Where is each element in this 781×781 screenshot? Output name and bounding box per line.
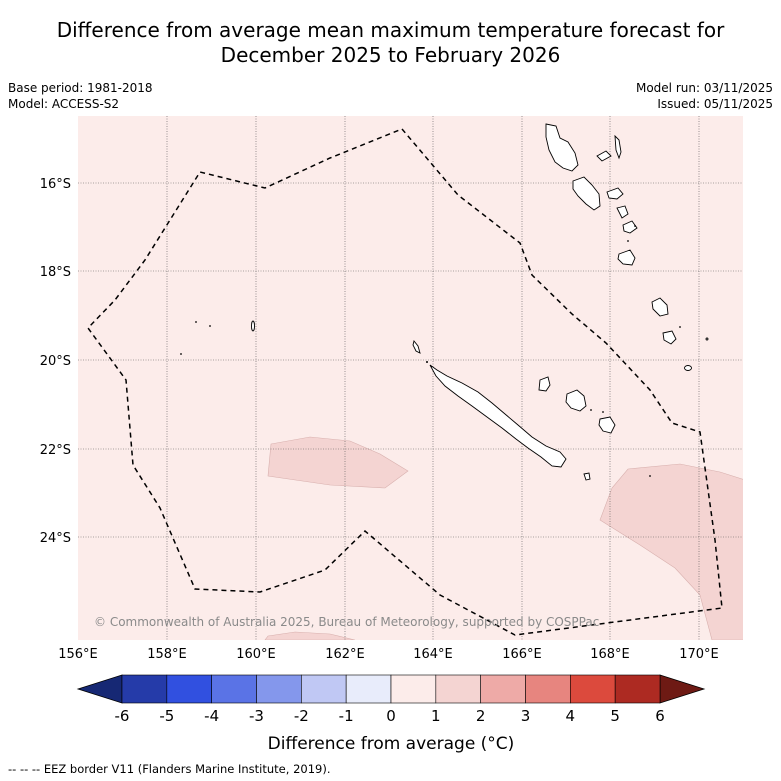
issued-date: Issued: 05/11/2025	[657, 97, 773, 111]
colorbar-bin	[435, 674, 481, 704]
colorbar-tick-label: -6	[115, 707, 130, 725]
colorbar-tick-label: 6	[655, 707, 665, 725]
gridlines	[78, 116, 743, 640]
title-line-2: December 2025 to February 2026	[220, 43, 561, 67]
model-run: Model run: 03/11/2025	[635, 81, 773, 95]
lat-label: 22°S	[40, 443, 71, 458]
colorbar: -6 -5 -4 -3 -2 -1 0 1 2 3 4 5 6	[76, 674, 706, 725]
latitude-labels: 16°S 18°S 20°S 22°S 24°S	[40, 177, 71, 546]
colorbar-tick-label: 5	[610, 707, 620, 725]
colorbar-tick-label: -2	[294, 707, 309, 725]
eez-border	[87, 128, 723, 636]
ouvea-coast	[538, 376, 551, 392]
colorbar-bin	[614, 674, 661, 704]
copyright-watermark: © Commonwealth of Australia 2025, Bureau…	[94, 615, 599, 629]
meta-right: Model run: 03/11/2025 Issued: 05/11/2025	[636, 80, 773, 112]
malakula-coast	[572, 176, 601, 211]
colorbar-tick-label: -5	[159, 707, 174, 725]
colorbar-bin	[525, 674, 571, 704]
colorbar-tick-label: 1	[431, 707, 441, 725]
tanna-coast	[651, 297, 669, 317]
colorbar-title: Difference from average (°C)	[268, 734, 515, 754]
ambae-coast	[596, 150, 612, 162]
map-background	[78, 116, 743, 640]
colorbar-bin	[166, 674, 212, 704]
lifou-coast	[565, 389, 587, 412]
chesterfield-coast	[251, 320, 255, 332]
epi-shepherds-coast	[616, 205, 629, 219]
colorbar-tick-label: 2	[476, 707, 486, 725]
lon-label: 168°E	[590, 647, 630, 662]
model-name: Model: ACCESS-S2	[8, 97, 120, 111]
lon-label: 166°E	[502, 647, 542, 662]
small-islets	[180, 225, 681, 477]
coastlines	[251, 123, 709, 481]
lat-label: 16°S	[40, 177, 71, 192]
lat-label: 24°S	[40, 531, 71, 546]
lat-label: 18°S	[40, 265, 71, 280]
map-title: Difference from average mean maximum tem…	[0, 18, 781, 68]
isle-of-pines-coast	[583, 472, 591, 481]
ambrym-coast	[606, 187, 624, 200]
eez-legend: -- -- -- EEZ border V11 (Flanders Marine…	[8, 762, 331, 776]
colorbar-bin	[211, 674, 257, 704]
colorbar-bin	[121, 674, 168, 704]
new-caledonia-coast	[429, 364, 567, 468]
colorbar-bin	[390, 674, 437, 704]
meta-left: Base period: 1981-2018 Model: ACCESS-S2	[8, 80, 153, 112]
colorbar-under-arrow	[76, 674, 123, 704]
lon-label: 156°E	[58, 647, 98, 662]
aneityum-coast	[662, 330, 677, 345]
colorbar-bin	[480, 674, 526, 704]
anomaly-patch-south	[264, 631, 356, 640]
lon-label: 160°E	[236, 647, 276, 662]
colorbar-bin	[570, 674, 616, 704]
colorbar-tick-label: -1	[339, 707, 354, 725]
belep-islands-coast	[412, 340, 421, 354]
colorbar-bin	[256, 674, 302, 704]
colorbar-tick-label: 0	[386, 707, 396, 725]
longitude-labels: 156°E 158°E 160°E 162°E 164°E 166°E 168°…	[58, 647, 719, 662]
anomaly-patch-east	[599, 463, 743, 640]
colorbar-bin	[345, 674, 392, 704]
colorbar-tick-label: 4	[566, 707, 576, 725]
lon-label: 158°E	[147, 647, 187, 662]
erromango-coast	[617, 249, 636, 266]
maewo-pentecost-coast	[614, 134, 622, 160]
lat-label: 20°S	[40, 354, 71, 369]
efate-coast	[622, 220, 638, 234]
colorbar-tick-label: -4	[204, 707, 219, 725]
lon-label: 162°E	[325, 647, 365, 662]
lon-label: 164°E	[413, 647, 453, 662]
base-period: Base period: 1981-2018	[8, 81, 153, 95]
colorbar-tick-label: -3	[249, 707, 264, 725]
espiritu-santo-coast	[545, 123, 579, 172]
colorbar-over-arrow	[659, 674, 706, 704]
colorbar-bin	[301, 674, 347, 704]
lon-label: 170°E	[679, 647, 719, 662]
mare-coast	[598, 416, 616, 434]
title-line-1: Difference from average mean maximum tem…	[56, 18, 725, 42]
anomaly-patch-west	[267, 436, 409, 489]
hunter-island-coast	[705, 337, 709, 341]
walpole-coast	[684, 365, 692, 371]
colorbar-tick-label: 3	[521, 707, 531, 725]
